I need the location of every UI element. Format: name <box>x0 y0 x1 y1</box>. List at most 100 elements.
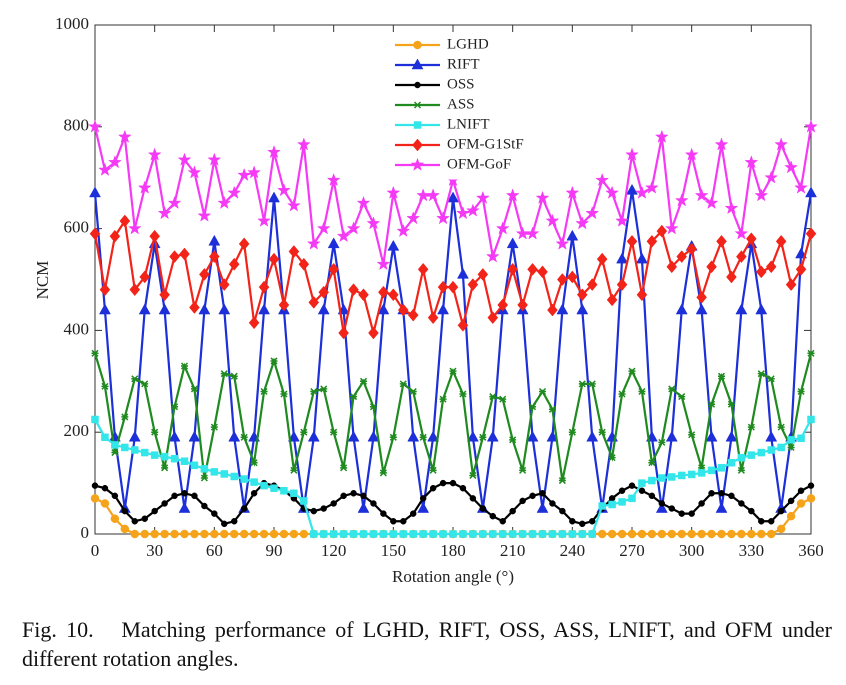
data-point <box>727 400 735 408</box>
data-point <box>386 185 401 199</box>
data-point <box>200 474 208 482</box>
data-point <box>119 214 131 228</box>
data-point <box>238 237 250 251</box>
data-point <box>429 466 437 474</box>
data-point <box>270 484 278 492</box>
data-point <box>738 500 745 507</box>
data-point <box>737 466 745 474</box>
data-point <box>677 529 686 539</box>
data-point <box>695 303 708 315</box>
data-point <box>129 283 141 297</box>
x-axis-label: Rotation angle (°) <box>392 567 514 586</box>
data-point <box>221 520 228 527</box>
data-point <box>121 443 129 452</box>
data-point <box>595 172 610 187</box>
data-point <box>128 430 141 442</box>
data-point <box>101 433 109 442</box>
data-point <box>497 298 509 312</box>
data-point <box>618 487 626 494</box>
data-point <box>417 502 430 513</box>
data-point <box>338 326 349 340</box>
data-point <box>535 190 550 204</box>
x-tick-label: 150 <box>381 541 407 560</box>
data-point <box>755 265 767 279</box>
data-point <box>250 459 258 467</box>
data-point <box>111 449 119 457</box>
data-point <box>336 228 351 243</box>
data-point <box>608 454 616 462</box>
data-point <box>290 489 298 498</box>
data-point <box>485 249 500 263</box>
data-point <box>210 468 219 476</box>
data-point <box>519 497 526 505</box>
data-point <box>347 430 360 442</box>
data-point <box>138 303 151 315</box>
data-point <box>369 403 377 411</box>
data-point <box>747 451 756 459</box>
x-tick-label: 330 <box>739 541 765 560</box>
data-point <box>628 482 636 489</box>
data-point <box>357 502 370 513</box>
x-tick-label: 180 <box>440 541 466 560</box>
data-point <box>805 186 817 198</box>
data-point <box>260 481 268 490</box>
legend-label: OFM-G1StF <box>447 136 524 152</box>
data-point <box>694 188 709 202</box>
data-point <box>475 190 490 204</box>
data-point <box>744 155 759 169</box>
data-point <box>747 423 755 431</box>
data-point <box>218 303 231 315</box>
data-point <box>89 186 101 198</box>
data-point <box>459 390 467 398</box>
data-point <box>605 185 620 199</box>
data-point <box>288 245 300 258</box>
data-point <box>775 234 787 248</box>
data-point <box>91 482 99 489</box>
data-point <box>618 390 626 398</box>
data-point <box>270 357 278 365</box>
data-point <box>646 234 658 248</box>
data-point <box>725 430 738 442</box>
data-point <box>696 290 707 304</box>
data-point <box>317 303 330 315</box>
data-point <box>389 433 397 441</box>
data-point <box>597 529 607 539</box>
data-point <box>688 510 695 517</box>
data-point <box>757 448 766 457</box>
data-point <box>576 303 589 315</box>
data-point <box>527 262 538 276</box>
data-point <box>339 530 348 538</box>
data-point <box>379 469 387 477</box>
data-point <box>171 492 178 499</box>
data-point <box>449 367 457 375</box>
data-point <box>598 428 606 436</box>
data-point <box>784 160 799 174</box>
data-point <box>655 502 668 513</box>
data-point <box>179 247 190 261</box>
data-point <box>90 494 100 503</box>
data-point <box>210 423 218 431</box>
data-point <box>804 119 818 133</box>
data-point <box>449 530 457 538</box>
data-point <box>220 470 229 478</box>
data-point <box>437 303 449 315</box>
data-point <box>180 529 189 539</box>
data-point <box>327 237 340 249</box>
data-point <box>358 288 369 302</box>
data-point <box>419 495 427 502</box>
data-point <box>278 298 290 312</box>
data-point <box>169 250 180 263</box>
data-point <box>786 511 796 521</box>
data-point <box>131 518 139 525</box>
data-point <box>697 469 706 477</box>
data-point <box>708 490 715 497</box>
data-point <box>588 518 596 525</box>
data-point <box>666 260 678 274</box>
data-point <box>407 430 420 442</box>
data-point <box>636 252 648 264</box>
data-point <box>359 377 368 385</box>
data-point <box>529 403 537 411</box>
data-point <box>526 430 539 442</box>
data-point <box>280 390 288 398</box>
data-point <box>250 490 258 497</box>
